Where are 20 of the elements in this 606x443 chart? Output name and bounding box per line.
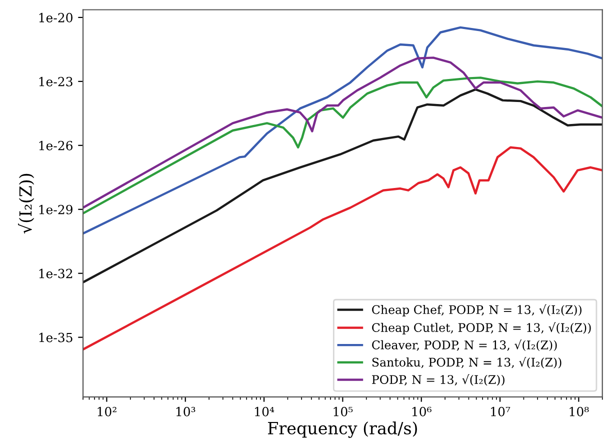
- y-tick-label: 1e-29: [39, 204, 72, 214]
- x-tick-label: 10⁴: [255, 406, 274, 416]
- y-tick-label: 1e-20: [39, 12, 72, 22]
- x-tick-label: 10⁷: [491, 406, 510, 416]
- y-tick-label: 1e-32: [39, 268, 72, 278]
- y-axis-title: √(I₂(Z)): [18, 174, 34, 234]
- x-axis-title: Frequency (rad/s): [268, 422, 417, 438]
- x-tick-label: 10⁵: [334, 406, 353, 416]
- legend-label: Santoku, PODP, N = 13, √(I₂(Z)): [372, 356, 562, 368]
- x-tick-label: 10⁶: [412, 406, 432, 416]
- y-tick-label: 1e-35: [39, 332, 72, 342]
- legend-label: Cheap Cutlet, PODP, N = 13, √(I₂(Z)): [372, 322, 591, 334]
- y-tick-label: 1e-26: [39, 140, 73, 150]
- x-tick-label: 10²: [98, 406, 116, 416]
- legend-label: PODP, N = 13, √(I₂(Z)): [372, 374, 504, 386]
- legend-label: Cleaver, PODP, N = 13, √(I₂(Z)): [372, 340, 557, 352]
- x-tick-label: 10³: [176, 406, 196, 416]
- y-tick-label: 1e-23: [39, 76, 72, 86]
- legend-label: Cheap Chef, PODP, N = 13, √(I₂(Z)): [372, 304, 582, 316]
- x-tick-label: 10⁸: [570, 406, 589, 416]
